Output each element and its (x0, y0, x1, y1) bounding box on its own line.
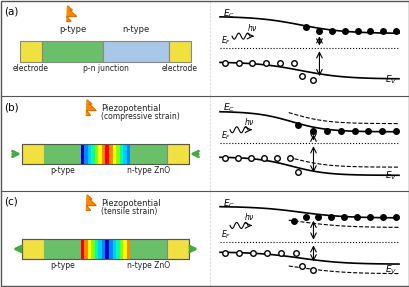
Text: $E_C$: $E_C$ (222, 102, 234, 115)
Bar (123, 144, 127, 164)
Bar (123, 238, 127, 259)
Text: $E_V$: $E_V$ (384, 169, 396, 181)
Polygon shape (67, 6, 76, 22)
Text: (b): (b) (4, 102, 18, 112)
Text: electrode: electrode (13, 64, 49, 73)
Text: n-type: n-type (122, 25, 149, 34)
Text: $E_F$: $E_F$ (220, 229, 230, 241)
Bar (81, 238, 85, 259)
Bar (84, 238, 88, 259)
Text: p-type: p-type (59, 25, 86, 34)
Text: n-type ZnO: n-type ZnO (127, 166, 170, 175)
Text: $E_C$: $E_C$ (222, 197, 234, 210)
Text: n-type ZnO: n-type ZnO (127, 261, 170, 270)
Bar (43, 144, 81, 164)
Bar (98, 238, 102, 259)
Text: $E_F$: $E_F$ (220, 35, 230, 47)
Bar (88, 238, 92, 259)
Bar (109, 144, 113, 164)
Text: p-n junction: p-n junction (82, 64, 128, 73)
Bar (167, 238, 189, 259)
Bar (116, 238, 120, 259)
Bar (119, 238, 124, 259)
Text: (c): (c) (4, 197, 18, 207)
Bar (81, 144, 85, 164)
Bar (109, 238, 113, 259)
Bar (91, 144, 95, 164)
Text: p-type: p-type (50, 261, 74, 270)
Bar (105, 144, 109, 164)
Bar (84, 144, 88, 164)
Bar (112, 238, 116, 259)
Text: p-type: p-type (50, 166, 74, 175)
Text: Piezopotential: Piezopotential (101, 104, 160, 113)
Bar (22, 238, 189, 259)
Text: $E_C$: $E_C$ (222, 7, 234, 20)
Polygon shape (86, 100, 96, 115)
Bar (22, 144, 43, 164)
Bar (88, 144, 92, 164)
Bar (130, 144, 167, 164)
Text: $E_V$: $E_V$ (384, 264, 396, 276)
Bar (167, 144, 189, 164)
Bar (105, 238, 109, 259)
Bar (43, 238, 81, 259)
Text: $h\nu$: $h\nu$ (243, 116, 254, 127)
Bar (102, 238, 106, 259)
Bar (112, 144, 116, 164)
Text: $E_V$: $E_V$ (384, 74, 396, 86)
Bar (94, 238, 99, 259)
Bar (126, 238, 130, 259)
Bar (94, 144, 99, 164)
Bar (91, 238, 95, 259)
Text: $E_F$: $E_F$ (220, 130, 230, 142)
Bar (119, 144, 124, 164)
Bar (126, 144, 130, 164)
Bar (42, 41, 103, 62)
Text: Piezopotential: Piezopotential (101, 199, 160, 208)
Text: (compressive strain): (compressive strain) (101, 112, 180, 121)
Bar (103, 41, 169, 62)
Bar (22, 238, 43, 259)
Text: (a): (a) (4, 7, 18, 17)
Text: $h\nu$: $h\nu$ (246, 22, 257, 33)
Text: (tensile strain): (tensile strain) (101, 207, 157, 216)
Bar (20, 41, 42, 62)
Bar (116, 144, 120, 164)
Text: $h\nu$: $h\nu$ (243, 212, 254, 222)
Bar (130, 238, 167, 259)
Bar (169, 41, 191, 62)
Text: electrode: electrode (162, 64, 198, 73)
Bar (22, 144, 189, 164)
Bar (102, 144, 106, 164)
Bar (98, 144, 102, 164)
Polygon shape (86, 195, 96, 210)
